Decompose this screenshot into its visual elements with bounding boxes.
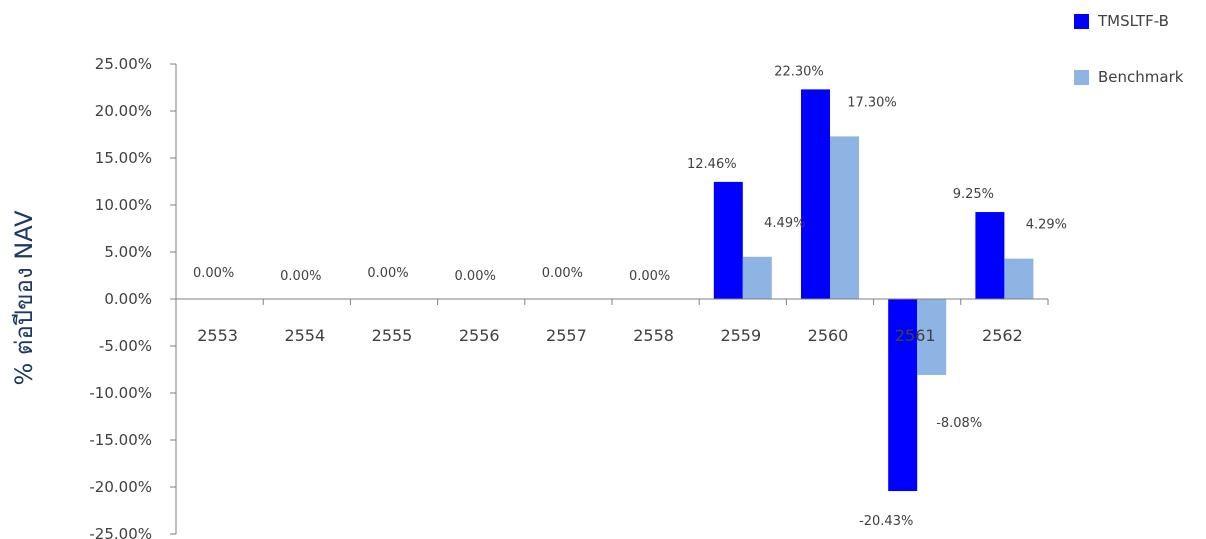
data-label: 0.00% [455, 269, 496, 284]
x-tick-label: 2560 [808, 326, 849, 345]
x-tick-label: 2558 [633, 326, 674, 345]
y-tick-label: 20.00% [95, 102, 152, 120]
y-tick-label: 15.00% [95, 149, 152, 167]
y-tick-label: -5.00% [99, 337, 152, 355]
y-axis: 25.00% 20.00% 15.00% 10.00% 5.00% 0.00% -5.00%… [89, 55, 177, 539]
data-labels: 0.00% 0.00% 0.00% 0.00% 0.00% 0.00% 12.46% 22.3… [193, 64, 1067, 529]
y-tick-label: 25.00% [95, 55, 152, 73]
y-tick-label: 5.00% [104, 243, 152, 261]
y-tick-label: 0.00% [104, 290, 152, 308]
data-label: 0.00% [542, 266, 583, 281]
x-tick-label: 2557 [546, 326, 587, 345]
legend-label: Benchmark [1098, 68, 1184, 86]
data-label: 0.00% [193, 266, 234, 281]
x-tick-label: 2553 [197, 326, 238, 345]
bar-fund-2561 [888, 299, 918, 492]
data-label: 0.00% [629, 269, 670, 284]
bar-fund-2562 [975, 212, 1005, 299]
legend-label: TMSLTF-B [1097, 12, 1169, 30]
x-tick-label: 2562 [982, 326, 1023, 345]
data-label: 4.49% [764, 216, 805, 231]
data-label: 17.30% [847, 95, 897, 110]
legend-swatch [1074, 70, 1089, 85]
data-label: 0.00% [280, 269, 321, 284]
x-tick-label: 2556 [459, 326, 500, 345]
bar-benchmark-2559 [742, 256, 772, 299]
legend-swatch [1074, 14, 1089, 29]
bar-fund-2559 [713, 181, 743, 299]
data-label: 9.25% [953, 187, 994, 202]
bars [713, 89, 1034, 492]
y-tick-label: -10.00% [89, 384, 152, 402]
data-label: 0.00% [367, 266, 408, 281]
data-label: -8.08% [936, 416, 982, 431]
bar-benchmark-2561 [917, 299, 947, 375]
x-tick-label: 2555 [372, 326, 413, 345]
x-tick-label: 2554 [284, 326, 325, 345]
data-label: -20.43% [859, 514, 913, 529]
bar-benchmark-2560 [830, 136, 859, 299]
data-label: 4.29% [1026, 218, 1067, 233]
x-tick-label: 2559 [720, 326, 761, 345]
data-label: 22.30% [774, 64, 824, 79]
y-tick-label: -20.00% [89, 478, 152, 496]
x-tick-label: 2561 [895, 326, 936, 345]
y-tick-label: -15.00% [89, 431, 152, 449]
legend: TMSLTF-B Benchmark [1074, 12, 1184, 86]
y-tick-label: -25.00% [89, 525, 152, 539]
x-axis: 2553 2554 2555 2556 2557 2558 2559 2560 2561 2562 [175, 298, 1049, 345]
bar-benchmark-2562 [1004, 258, 1034, 299]
y-axis-label: % ต่อปีของ NAV [10, 210, 38, 386]
bar-fund-2560 [801, 89, 830, 299]
y-tick-label: 10.00% [95, 196, 152, 214]
data-label: 12.46% [687, 157, 737, 172]
